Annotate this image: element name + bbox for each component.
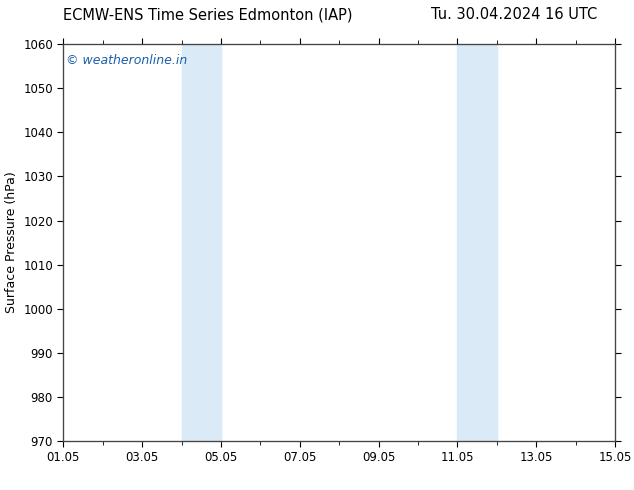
Text: Tu. 30.04.2024 16 UTC: Tu. 30.04.2024 16 UTC — [431, 7, 597, 22]
Y-axis label: Surface Pressure (hPa): Surface Pressure (hPa) — [4, 172, 18, 314]
Bar — [181, 44, 221, 441]
Bar — [457, 44, 497, 441]
Text: ECMW-ENS Time Series Edmonton (IAP): ECMW-ENS Time Series Edmonton (IAP) — [63, 7, 353, 22]
Text: © weatheronline.in: © weatheronline.in — [66, 54, 188, 67]
